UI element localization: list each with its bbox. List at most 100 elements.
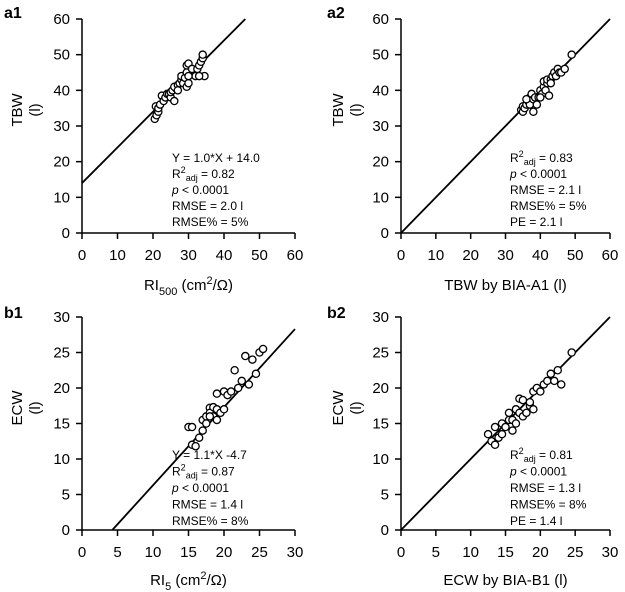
x-tick-label: 30 (497, 247, 514, 264)
y-tick-label: 10 (53, 451, 70, 468)
data-point (511, 419, 521, 428)
stat-italic: p (509, 465, 517, 479)
data-point (194, 433, 204, 442)
stat-part: = 0.81 (536, 448, 573, 462)
stat-r2: R2adj = 0.83 (510, 149, 573, 167)
x-tick-label: 60 (287, 247, 304, 264)
y-tick-label: 30 (372, 309, 389, 326)
data-point (187, 422, 197, 432)
stat-rmse: RMSE = 2.1 l (510, 183, 581, 197)
data-point (544, 91, 554, 100)
x-tick-label: 30 (180, 247, 197, 264)
y-tick-label: 0 (62, 225, 70, 242)
stat-rmse: RMSE = 1.3 l (510, 481, 581, 495)
data-point (490, 422, 500, 432)
data-point (504, 408, 514, 418)
y-tick-label: 10 (372, 189, 389, 206)
stat-p: p < 0.0001 (171, 183, 229, 197)
data-point (173, 86, 183, 95)
stat-part: < 0.0001 (179, 183, 230, 197)
stat-part: < 0.0001 (517, 465, 568, 479)
x-tick-label: 50 (251, 247, 268, 264)
x-tick-label: 5 (113, 544, 121, 561)
data-point (198, 426, 207, 435)
data-point (258, 344, 268, 354)
stat-rmsep: RMSE% = 5% (172, 215, 249, 229)
data-point (529, 107, 538, 116)
x-tick-label: 40 (216, 247, 233, 264)
stat-subscript: adj (186, 173, 198, 183)
y-tick-label: 50 (53, 47, 70, 64)
y-tick-label: 0 (62, 522, 70, 539)
stat-subscript: adj (186, 471, 198, 481)
y-axis-label: TBW(l) (330, 92, 365, 126)
data-point (536, 387, 545, 396)
stat-part: = 0.82 (198, 167, 235, 181)
data-point (251, 369, 261, 379)
stat-eq: Y = 1.0*X + 14.0 (172, 151, 260, 165)
data-point (522, 408, 531, 418)
data-point (219, 405, 229, 414)
data-point (543, 376, 552, 386)
stat-italic: p (509, 167, 517, 181)
panel-label: b2 (327, 305, 346, 322)
y-tick-label: 10 (372, 451, 389, 468)
x-axis-label: ECW by BIA-B1 (l) (443, 572, 567, 589)
y-axis-label-line: TBW (330, 92, 347, 126)
data-point (536, 93, 545, 102)
y-tick-label: 25 (372, 345, 389, 362)
y-tick-label: 0 (381, 225, 389, 242)
y-axis-label: ECW(l) (330, 390, 365, 426)
x-tick-label: 15 (180, 544, 197, 561)
y-tick-label: 30 (372, 118, 389, 135)
x-tick-label: 0 (397, 247, 405, 264)
stat-r2: R2adj = 0.82 (172, 165, 235, 183)
data-point (556, 380, 566, 389)
x-label-subscript: 5 (165, 581, 171, 592)
x-label-superscript: 2 (207, 275, 213, 287)
y-tick-label: 15 (53, 416, 70, 433)
data-point (550, 376, 559, 386)
stat-part: = 0.83 (536, 151, 573, 165)
x-tick-label: 30 (602, 544, 619, 561)
stat-part: < 0.0001 (517, 167, 568, 181)
data-point (522, 95, 531, 104)
y-axis-label-line: (l) (348, 103, 365, 116)
x-axis-label: RI500 (cm2/Ω) (144, 275, 233, 298)
y-tick-label: 20 (53, 154, 70, 171)
x-tick-label: 40 (532, 247, 549, 264)
y-tick-label: 60 (372, 11, 389, 28)
data-point (497, 429, 507, 439)
data-point (170, 96, 179, 106)
panel-b2: b2 0 5 10 15 20 25 30 0 5 10 15 20 25 30 ECW(l) ECW by B… (327, 305, 618, 589)
y-axis-label: TBW(l) (9, 92, 44, 126)
x-tick-label: 15 (497, 544, 514, 561)
x-tick-label: 20 (532, 544, 549, 561)
stat-pe: PE = 1.4 l (510, 514, 562, 528)
panel-label: a2 (327, 5, 345, 22)
x-tick-label: 10 (427, 247, 444, 264)
data-point (198, 50, 207, 59)
x-tick-label: 25 (567, 544, 584, 561)
stat-part: = 0.87 (198, 465, 235, 479)
data-point (184, 71, 193, 81)
x-label-base: RI (150, 572, 165, 589)
stat-part: R (510, 448, 519, 462)
stat-r2: R2adj = 0.81 (510, 446, 573, 464)
panel-a2: a2 0 10 20 30 40 50 60 0 10 20 30 40 50 60 TBW(l) TBW by… (327, 5, 618, 294)
panel-label: b1 (4, 305, 23, 322)
data-point (191, 441, 200, 451)
stat-italic: p (171, 481, 179, 495)
y-axis-label-line: TBW (9, 92, 26, 126)
x-tick-label: 10 (462, 544, 479, 561)
x-tick-label: 0 (78, 544, 86, 561)
y-axis-label-line: ECW (330, 390, 347, 426)
stat-superscript: 2 (519, 446, 524, 456)
y-tick-label: 60 (53, 11, 70, 28)
data-point (490, 440, 500, 450)
data-point (560, 64, 569, 74)
data-point (184, 78, 193, 88)
stat-p: p < 0.0001 (509, 167, 567, 181)
x-label-part: (cm (171, 572, 200, 589)
data-point (237, 376, 246, 386)
